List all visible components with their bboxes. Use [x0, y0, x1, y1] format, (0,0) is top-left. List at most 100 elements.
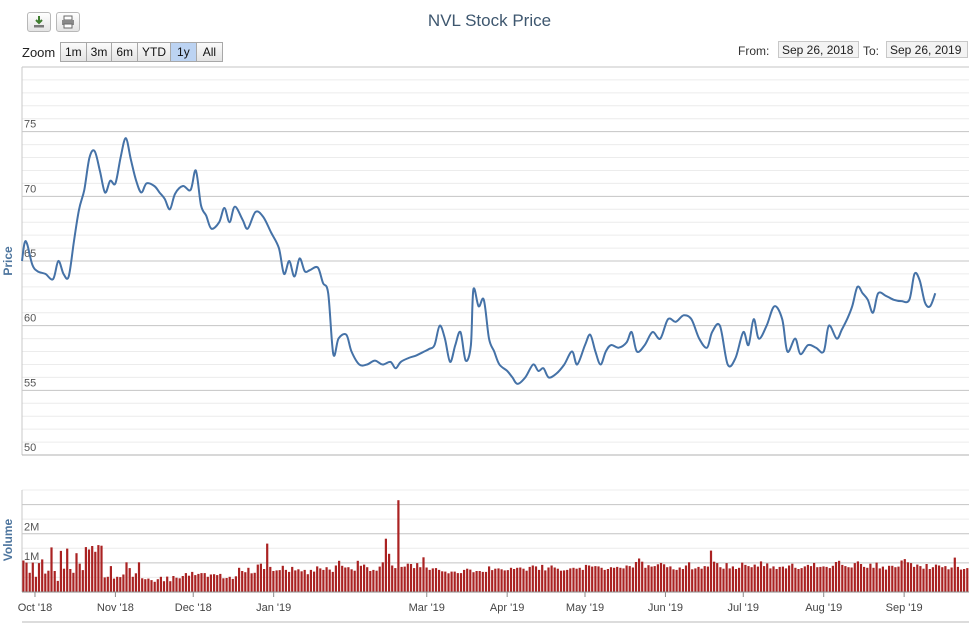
x-tick-label: Mar '19: [409, 602, 445, 614]
volume-bar: [388, 553, 391, 592]
volume-bar: [819, 566, 822, 592]
volume-bar: [897, 566, 900, 592]
volume-bar: [238, 567, 241, 592]
volume-bar: [241, 571, 244, 592]
volume-bar: [766, 563, 769, 592]
volume-bar: [872, 567, 875, 592]
volume-bar: [341, 565, 344, 592]
x-tick-label: May '19: [566, 602, 604, 614]
volume-bar: [75, 553, 78, 592]
volume-bar: [231, 578, 234, 592]
volume-bar: [666, 567, 669, 592]
volume-bar: [463, 569, 466, 592]
volume-bar: [713, 561, 716, 592]
volume-bar: [697, 566, 700, 592]
volume-bar: [369, 571, 372, 592]
print-button[interactable]: [56, 12, 80, 32]
zoom-ytd-button[interactable]: YTD: [137, 42, 172, 62]
volume-bar: [597, 566, 600, 592]
volume-bar: [881, 566, 884, 592]
volume-bar: [478, 571, 481, 592]
volume-bar: [203, 573, 206, 592]
volume-bar: [613, 567, 616, 592]
volume-bar: [438, 569, 441, 592]
x-tick-label: Apr '19: [490, 602, 525, 614]
chart-title: NVL Stock Price: [427, 11, 552, 30]
volume-bar: [888, 565, 891, 592]
volume-bar: [141, 578, 144, 592]
volume-bar: [128, 568, 131, 592]
volume-bar: [250, 573, 253, 592]
volume-bar: [459, 573, 463, 592]
volume-bar: [578, 567, 581, 592]
volume-bar: [706, 566, 709, 592]
volume-bar: [400, 566, 403, 592]
volume-bar: [62, 568, 66, 592]
volume-bar: [594, 566, 597, 592]
volume-bar: [97, 545, 100, 592]
volume-bar: [191, 571, 194, 592]
volume-bar: [425, 567, 428, 592]
x-tick-label: Jul '19: [728, 602, 759, 614]
price-tick-label: 75: [24, 119, 36, 131]
volume-bar: [309, 569, 312, 592]
volume-bar: [162, 581, 166, 592]
volume-bar: [322, 569, 325, 592]
volume-bar: [216, 575, 219, 592]
volume-bar: [753, 564, 756, 592]
volume-bar: [844, 566, 847, 592]
volume-bar: [672, 569, 675, 592]
volume-bar: [559, 570, 563, 592]
from-label: From:: [738, 44, 770, 58]
volume-bar: [550, 565, 553, 592]
volume-bar: [431, 568, 434, 592]
volume-bar: [234, 576, 237, 592]
volume-bar: [94, 551, 97, 592]
volume-bar: [456, 573, 459, 592]
volume-bar: [134, 573, 137, 592]
volume-bar: [303, 569, 306, 592]
volume-bar: [688, 562, 691, 592]
download-button[interactable]: [27, 12, 51, 32]
volume-bar: [641, 561, 644, 592]
volume-bar: [947, 569, 950, 592]
price-tick-label: 60: [24, 313, 36, 325]
volume-bar: [403, 566, 406, 592]
volume-bar: [938, 565, 941, 592]
volume-bar: [622, 568, 625, 592]
from-date-input[interactable]: Sep 26, 2018: [778, 41, 859, 58]
volume-bar: [272, 571, 275, 592]
volume-bar: [503, 570, 506, 592]
volume-bar: [747, 566, 750, 592]
zoom-6m-button[interactable]: 6m: [111, 42, 139, 62]
volume-bar: [466, 568, 469, 592]
volume-bar: [41, 559, 44, 592]
volume-bar: [247, 567, 250, 592]
volume-bar: [866, 567, 869, 592]
volume-bar: [956, 566, 959, 592]
volume-bar: [419, 567, 422, 592]
zoom-1y-button[interactable]: 1y: [170, 42, 197, 62]
volume-bar: [184, 573, 187, 592]
volume-bar: [650, 566, 653, 592]
volume-bar: [334, 565, 337, 592]
volume-bar: [328, 569, 331, 592]
volume-tick-label: 1M: [24, 551, 39, 563]
volume-bar: [156, 579, 159, 592]
volume-bar: [356, 560, 359, 592]
volume-bar: [953, 557, 956, 592]
to-date-input[interactable]: Sep 26, 2019: [886, 41, 968, 58]
volume-bar: [563, 570, 566, 592]
volume-bar: [944, 566, 947, 592]
x-tick-label: Jun '19: [648, 602, 683, 614]
volume-bar: [169, 581, 172, 592]
zoom-3m-button[interactable]: 3m: [85, 42, 113, 62]
volume-bar: [475, 571, 478, 592]
volume-bar: [797, 569, 800, 592]
volume-bar: [372, 569, 375, 592]
volume-bar: [519, 567, 522, 592]
volume-bar: [269, 566, 272, 592]
zoom-all-button[interactable]: All: [195, 42, 224, 62]
